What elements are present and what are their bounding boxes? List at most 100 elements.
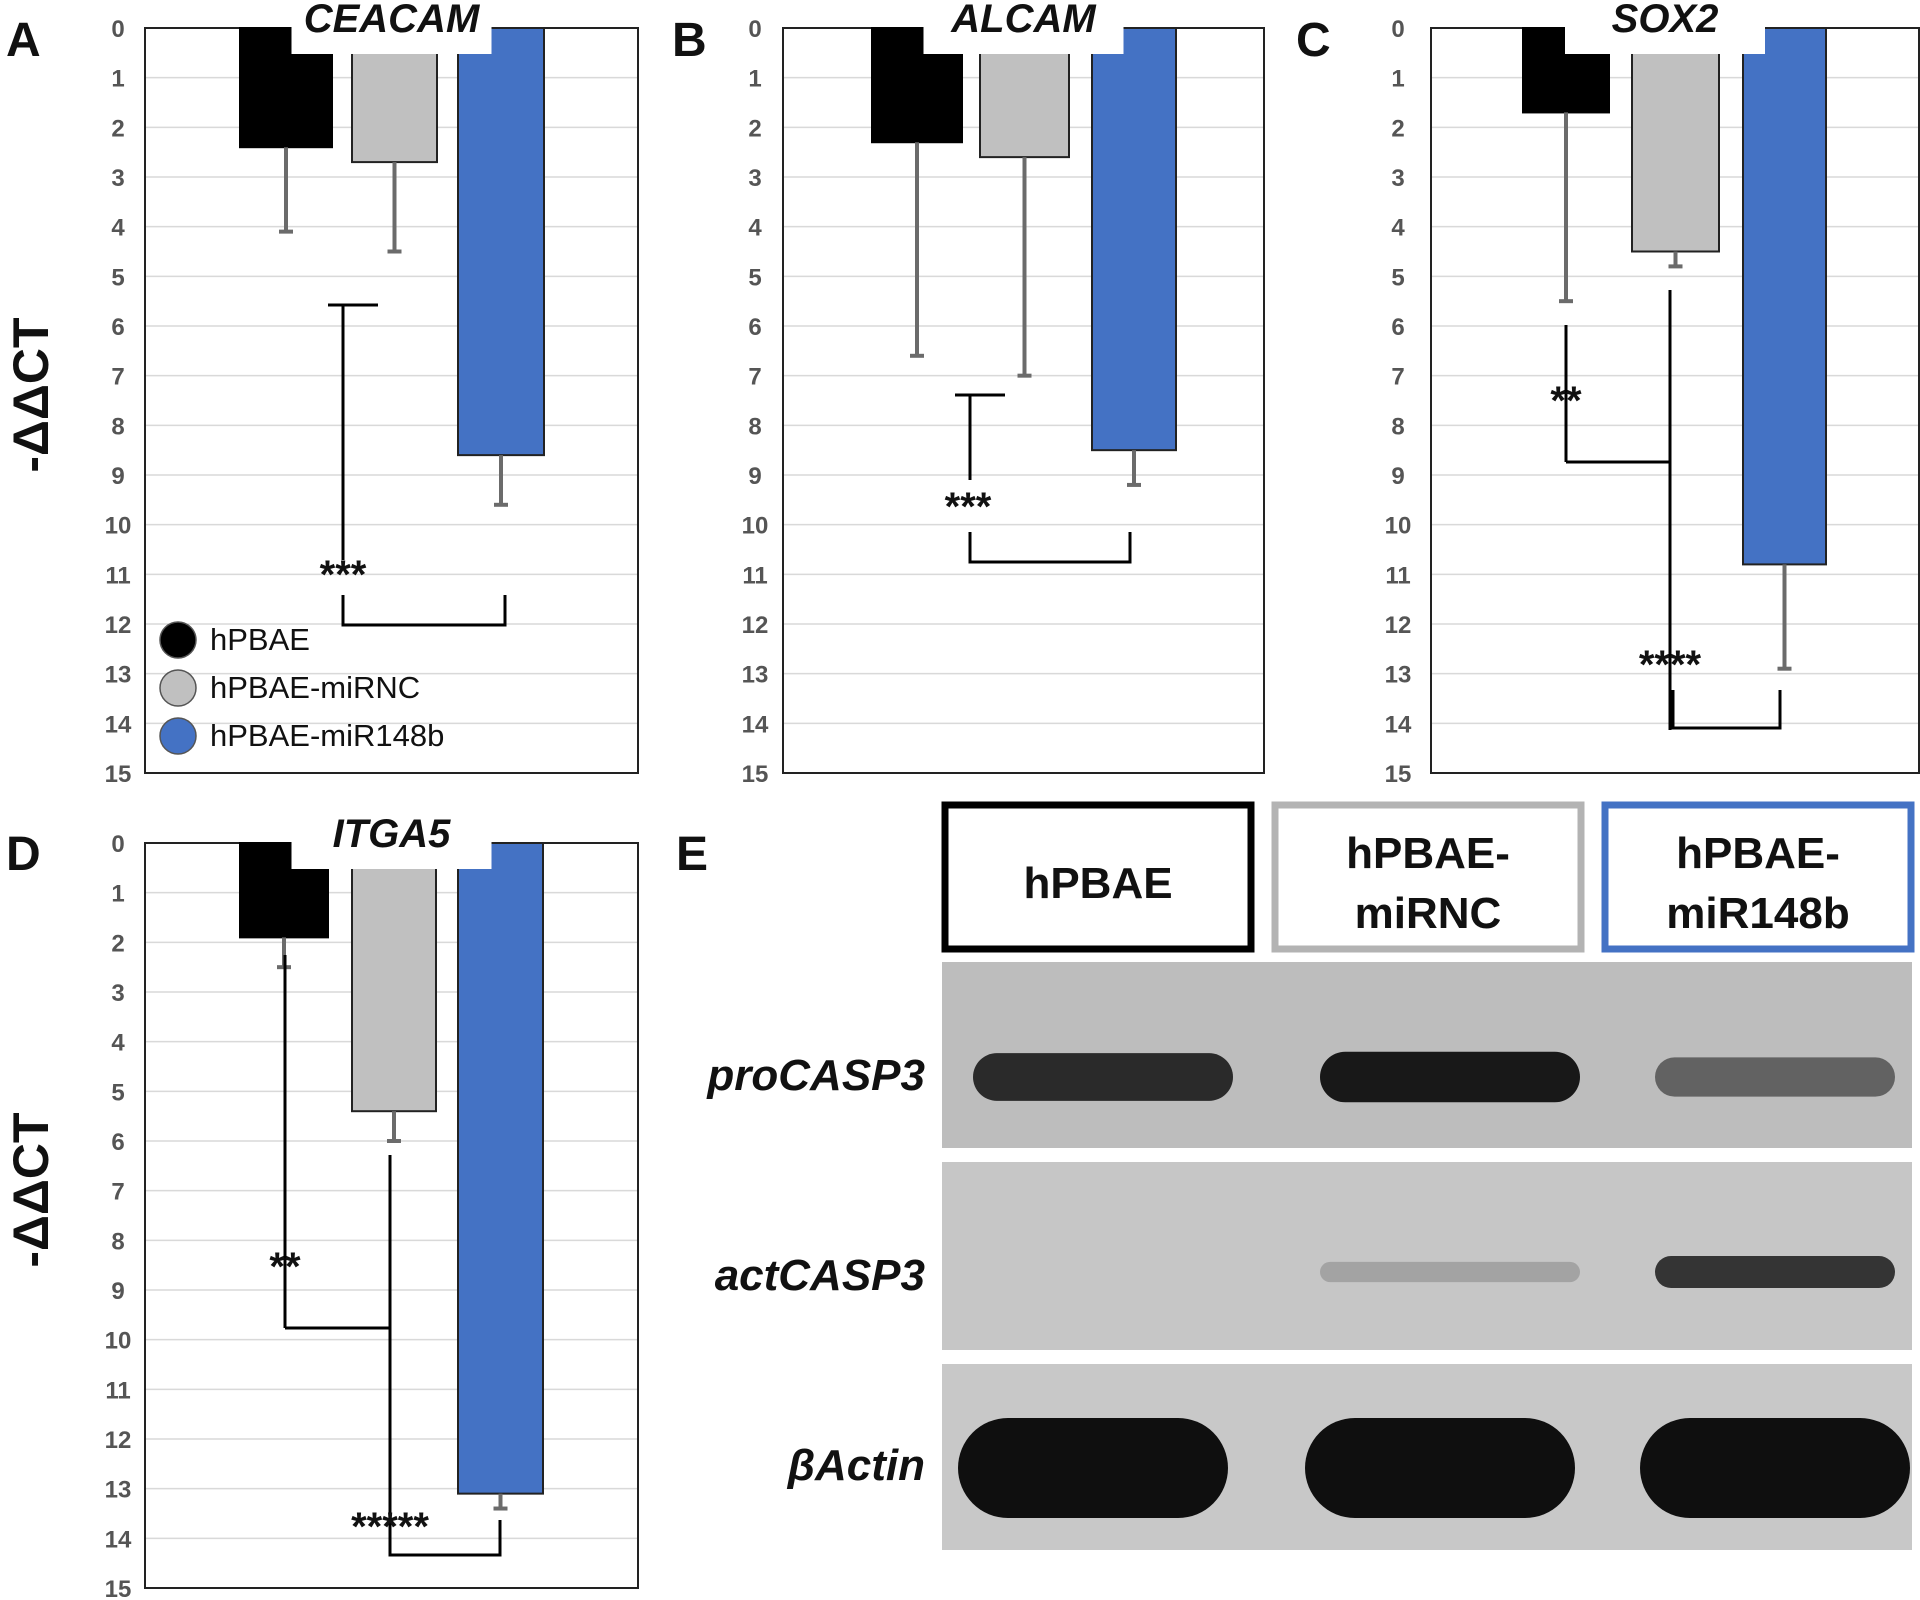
y-tick-label: 12 bbox=[105, 612, 132, 639]
y-tick-label: 14 bbox=[742, 711, 769, 738]
blot-header-box-mir148b bbox=[1601, 801, 1915, 953]
significance-label: *** bbox=[320, 553, 367, 597]
y-tick-label: 4 bbox=[111, 215, 125, 242]
y-tick-label: 1 bbox=[111, 66, 124, 93]
y-tick-label: 13 bbox=[105, 662, 132, 689]
blot-band bbox=[1320, 1051, 1580, 1103]
panel-letter-e: E bbox=[676, 828, 708, 881]
y-tick-label: 9 bbox=[748, 463, 761, 490]
y-tick-label: 9 bbox=[111, 1278, 124, 1305]
y-tick-label: 8 bbox=[748, 413, 761, 440]
y-tick-label: 5 bbox=[111, 264, 124, 291]
y-tick-label: 10 bbox=[742, 513, 769, 540]
blot-band bbox=[1655, 1255, 1895, 1289]
y-tick-label: 2 bbox=[111, 930, 124, 957]
blot-band bbox=[973, 1053, 1233, 1101]
y-tick-label: 1 bbox=[1391, 66, 1404, 93]
y-tick-label: 10 bbox=[105, 1328, 132, 1355]
y-tick-label: 14 bbox=[105, 1526, 132, 1553]
y-tick-label: 14 bbox=[1385, 711, 1412, 738]
y-tick-label: 10 bbox=[105, 513, 132, 540]
blot-band bbox=[1305, 1418, 1575, 1518]
y-tick-label: 15 bbox=[105, 761, 132, 788]
significance-bracket bbox=[968, 532, 1132, 564]
y-axis-label-top: -ΔΔCT bbox=[3, 317, 59, 472]
legend: hPBAE hPBAE-miRNC hPBAE-miR148b bbox=[159, 621, 444, 755]
y-tick-label: 3 bbox=[111, 165, 124, 192]
y-tick-label: 3 bbox=[1391, 165, 1404, 192]
significance-bracket bbox=[1671, 690, 1782, 730]
y-tick-label: 15 bbox=[1385, 761, 1412, 788]
y-tick-label: 6 bbox=[1391, 314, 1404, 341]
y-tick-label: 0 bbox=[111, 831, 124, 858]
y-tick-label: 13 bbox=[742, 662, 769, 689]
y-tick-label: 2 bbox=[748, 115, 761, 142]
y-tick-label: 4 bbox=[1391, 215, 1405, 242]
bar-hpbae-mir148b bbox=[457, 842, 544, 1495]
panel-letter-c: C bbox=[1296, 14, 1331, 67]
significance-label: ***** bbox=[351, 1505, 429, 1549]
y-tick-label: 11 bbox=[105, 1377, 130, 1404]
y-axis-label-bottom: -ΔΔCT bbox=[3, 1112, 59, 1267]
y-tick-label: 4 bbox=[748, 215, 762, 242]
panel-letter-d: D bbox=[6, 828, 41, 881]
y-tick-label: 4 bbox=[111, 1030, 125, 1057]
legend-label: hPBAE-miRNC bbox=[210, 670, 420, 705]
significance-label: **** bbox=[1639, 643, 1702, 687]
blot-header-box-mirnc bbox=[1271, 801, 1585, 953]
y-tick-label: 12 bbox=[105, 1427, 132, 1454]
blot-row-label-actcasp3: actCASP3 bbox=[715, 1251, 925, 1300]
panel-letter-b: B bbox=[672, 14, 707, 67]
significance-label: ** bbox=[269, 1245, 301, 1289]
title-background bbox=[291, 2, 492, 54]
blot-band bbox=[1320, 1261, 1580, 1283]
y-tick-label: 5 bbox=[748, 264, 761, 291]
y-tick-label: 3 bbox=[748, 165, 761, 192]
y-tick-label: 7 bbox=[111, 1179, 124, 1206]
panel-letter-a: A bbox=[6, 14, 41, 67]
chart-title: ITGA5 bbox=[333, 812, 452, 856]
bar-hpbae-mir148b bbox=[1742, 27, 1827, 566]
y-tick-label: 9 bbox=[1391, 463, 1404, 490]
y-tick-label: 7 bbox=[748, 364, 761, 391]
legend-label: hPBAE-miR148b bbox=[210, 718, 444, 753]
blot-row-label-bactin: βActin bbox=[787, 1441, 925, 1490]
title-background bbox=[1565, 2, 1765, 54]
y-tick-label: 3 bbox=[111, 980, 124, 1007]
chart-title: CEACAM bbox=[304, 0, 481, 41]
y-tick-label: 14 bbox=[105, 711, 132, 738]
legend-swatch bbox=[159, 717, 197, 755]
bar-hpbae-mir148b bbox=[1091, 27, 1177, 452]
y-tick-label: 0 bbox=[748, 16, 761, 43]
y-tick-label: 5 bbox=[1391, 264, 1404, 291]
y-tick-label: 13 bbox=[1385, 662, 1412, 689]
blot-header-mirnc-line1: hPBAE- bbox=[1346, 829, 1510, 878]
y-tick-label: 5 bbox=[111, 1079, 124, 1106]
blot-header-mir148b-line2: miR148b bbox=[1666, 889, 1849, 938]
legend-swatch bbox=[159, 669, 197, 707]
y-tick-label: 6 bbox=[111, 1129, 124, 1156]
blot-header-mirnc-line2: miRNC bbox=[1355, 889, 1502, 938]
blot-band bbox=[1640, 1418, 1910, 1518]
y-tick-label: 0 bbox=[1391, 16, 1404, 43]
bar-hpbae-mir148b bbox=[457, 27, 545, 457]
significance-label: *** bbox=[945, 485, 992, 529]
y-tick-label: 8 bbox=[111, 1228, 124, 1255]
chart-panel-a: 0123456789101112131415CEACAM***hPBAEhPBA… bbox=[105, 0, 639, 788]
y-tick-label: 12 bbox=[1385, 612, 1412, 639]
blot-band bbox=[1655, 1057, 1895, 1097]
title-background bbox=[923, 2, 1124, 54]
western-blot-panel: hPBAE hPBAE- miRNC hPBAE- miR148b proCAS… bbox=[706, 801, 1915, 1550]
y-tick-label: 2 bbox=[111, 115, 124, 142]
blot-header-box-hpbae bbox=[941, 801, 1255, 953]
blot-header-hpbae: hPBAE bbox=[1023, 859, 1172, 908]
y-tick-label: 7 bbox=[111, 364, 124, 391]
significance-bracket bbox=[388, 1520, 502, 1557]
y-tick-label: 15 bbox=[105, 1576, 132, 1600]
y-tick-label: 12 bbox=[742, 612, 769, 639]
y-tick-label: 13 bbox=[105, 1477, 132, 1504]
significance-label: ** bbox=[1550, 379, 1582, 423]
